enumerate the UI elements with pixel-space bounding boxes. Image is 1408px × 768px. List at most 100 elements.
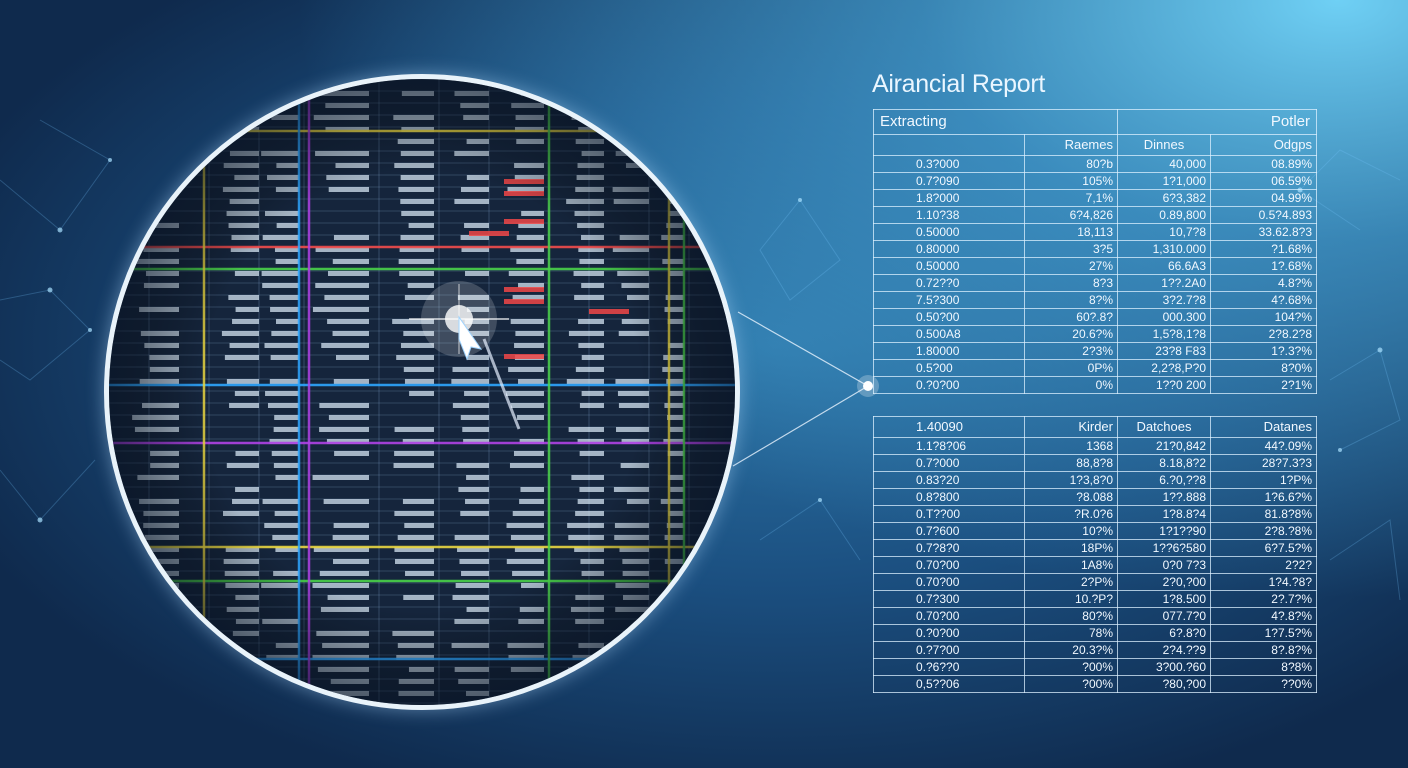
- table-cell: 44?.09%: [1210, 437, 1317, 455]
- table-cell: 8?3: [1024, 274, 1118, 292]
- table-row: 0.?7?00 20.3?% 2?4.??9 8?.8?%: [873, 641, 1317, 659]
- table-cell: 0.70?00: [873, 607, 1025, 625]
- table-cell: 7,1%: [1024, 189, 1118, 207]
- table-cell: 1?3,8?0: [1024, 471, 1118, 489]
- table-cell: 1.10?38: [873, 206, 1025, 224]
- table-row: 0.?0?00 78% 6?.8?0 1?7.5?%: [873, 624, 1317, 642]
- table-cell: 0.70?00: [873, 556, 1025, 574]
- table-row: 0.7?8?0 18P% 1??6?580 6?7.5?%: [873, 539, 1317, 557]
- table-cell: ??0%: [1210, 675, 1317, 693]
- table-cell: 2?8.2?8: [1210, 325, 1317, 343]
- table-cell: 3?5: [1024, 240, 1118, 258]
- table-row: 0.7?000 88,8?8 8.18,8?2 28?7.3?3: [873, 454, 1317, 472]
- column-header: Dinnes: [1117, 134, 1211, 156]
- table-cell: 105%: [1024, 172, 1118, 190]
- table-row: 1.1?8?06 1368 21?0,842 44?.09%: [873, 437, 1317, 455]
- table-cell: 78%: [1024, 624, 1118, 642]
- table-cell: 0.50000: [873, 257, 1025, 275]
- table-cell: 6?7.5?%: [1210, 539, 1317, 557]
- table-cell: 0,5??06: [873, 675, 1025, 693]
- column-header: Raemes: [1024, 134, 1118, 156]
- table-cell: 104?%: [1210, 308, 1317, 326]
- table-row: 0.3?000 80?b 40,000 08.89%: [873, 155, 1317, 173]
- table-row: 0.50000 27% 66.6A3 1?.68%: [873, 257, 1317, 275]
- table-cell: 1??6?580: [1117, 539, 1211, 557]
- table-cell: 21?0,842: [1117, 437, 1211, 455]
- table-row: 0.83?20 1?3,8?0 6.?0,??8 1?P%: [873, 471, 1317, 489]
- table-cell: 0.?7?00: [873, 641, 1025, 659]
- table-row: 0.?6??0 ?00% 3?00.?60 8?8%: [873, 658, 1317, 676]
- table-cell: 2?8.?8%: [1210, 522, 1317, 540]
- table-cell: 66.6A3: [1117, 257, 1211, 275]
- table-cell: 0.83?20: [873, 471, 1025, 489]
- table-cell: 0P%: [1024, 359, 1118, 377]
- table-row: 0.70?00 80?% 077.7?0 4?.8?%: [873, 607, 1317, 625]
- table-cell: 0.3?000: [873, 155, 1025, 173]
- column-header: 1.40090: [873, 416, 1025, 438]
- table-cell: 18,113: [1024, 223, 1118, 241]
- column-header: Kirder: [1024, 416, 1118, 438]
- table-cell: 20.3?%: [1024, 641, 1118, 659]
- table-cell: 6?3,382: [1117, 189, 1211, 207]
- table-cell: 0.7?8?0: [873, 539, 1025, 557]
- table-cell: 0.5?4.893: [1210, 206, 1317, 224]
- table-row: 1.10?38 6?4,826 0.89,800 0.5?4.893: [873, 206, 1317, 224]
- spreadsheet-zoom: [109, 79, 735, 705]
- table-row: 0.?0?00 0% 1??0 200 2?1%: [873, 376, 1317, 394]
- table-cell: 0.7?600: [873, 522, 1025, 540]
- table-cell: 0.72??0: [873, 274, 1025, 292]
- table-row: 0.T??00 ?R.0?6 1?8.8?4 81.8?8%: [873, 505, 1317, 523]
- table-cell: 1,5?8,1?8: [1117, 325, 1211, 343]
- table-cell: 1?P%: [1210, 471, 1317, 489]
- table-cell: 0.89,800: [1117, 206, 1211, 224]
- table-cell: 1368: [1024, 437, 1118, 455]
- magnifier-lens: [104, 74, 740, 710]
- table-cell: 6?4,826: [1024, 206, 1118, 224]
- table-cell: 0.50000: [873, 223, 1025, 241]
- report-table-bottom: 1.40090 Kirder Datchoes Datanes 1.1?8?06…: [873, 416, 1317, 693]
- table-cell: 1?7.5?%: [1210, 624, 1317, 642]
- table-cell: 06.59%: [1210, 172, 1317, 190]
- table-row: 0.72??0 8?3 1??.2A0 4.8?%: [873, 274, 1317, 292]
- column-header: Datchoes: [1117, 416, 1211, 438]
- table-cell: 40,000: [1117, 155, 1211, 173]
- table-cell: 3?2.7?8: [1117, 291, 1211, 309]
- table-cell: 0.70?00: [873, 573, 1025, 591]
- table-cell: 2?4.??9: [1117, 641, 1211, 659]
- table-cell: ?80,?00: [1117, 675, 1211, 693]
- table-row: 0.80000 3?5 1,310.000 ?1.68%: [873, 240, 1317, 258]
- table-cell: 2?1%: [1210, 376, 1317, 394]
- table-cell: 23?8 F83: [1117, 342, 1211, 360]
- table-cell: 1.80000: [873, 342, 1025, 360]
- table-cell: 18P%: [1024, 539, 1118, 557]
- table-row: 0.7?300 10.?P? 1?8.500 2?.7?%: [873, 590, 1317, 608]
- table-row: 0,5??06 ?00% ?80,?00 ??0%: [873, 675, 1317, 693]
- table-cell: 28?7.3?3: [1210, 454, 1317, 472]
- table-cell: 4?.8?%: [1210, 607, 1317, 625]
- table-cell: 2?P%: [1024, 573, 1118, 591]
- table-cell: 1?1,000: [1117, 172, 1211, 190]
- table-cell: 7.5?300: [873, 291, 1025, 309]
- table-row: 0.8?800 ?8.088 1??.888 1?6.6?%: [873, 488, 1317, 506]
- table-cell: 08.89%: [1210, 155, 1317, 173]
- table-cell: 33.62.8?3: [1210, 223, 1317, 241]
- table-cell: 0.7?300: [873, 590, 1025, 608]
- table-cell: 8?%: [1024, 291, 1118, 309]
- table-caption-left: Extracting: [873, 109, 1118, 135]
- table-row: 1.80000 2?3% 23?8 F83 1?.3?%: [873, 342, 1317, 360]
- table-row: 0.50?00 60?.8? 000.300 104?%: [873, 308, 1317, 326]
- table-row: 0.50000 18,113 10,7?8 33.62.8?3: [873, 223, 1317, 241]
- table-cell: 0.8?800: [873, 488, 1025, 506]
- table-cell: 8?0%: [1210, 359, 1317, 377]
- table-row: 0.7?090 105% 1?1,000 06.59%: [873, 172, 1317, 190]
- table-cell: 1?8.500: [1117, 590, 1211, 608]
- column-header: Odgps: [1210, 134, 1317, 156]
- table-cell: 88,8?8: [1024, 454, 1118, 472]
- table-cell: 1??.2A0: [1117, 274, 1211, 292]
- table-cell: 1?8.8?4: [1117, 505, 1211, 523]
- table-cell: 8?8%: [1210, 658, 1317, 676]
- table-cell: 4?.68%: [1210, 291, 1317, 309]
- table-cell: ?R.0?6: [1024, 505, 1118, 523]
- table-cell: 60?.8?: [1024, 308, 1118, 326]
- table-cell: 1,310.000: [1117, 240, 1211, 258]
